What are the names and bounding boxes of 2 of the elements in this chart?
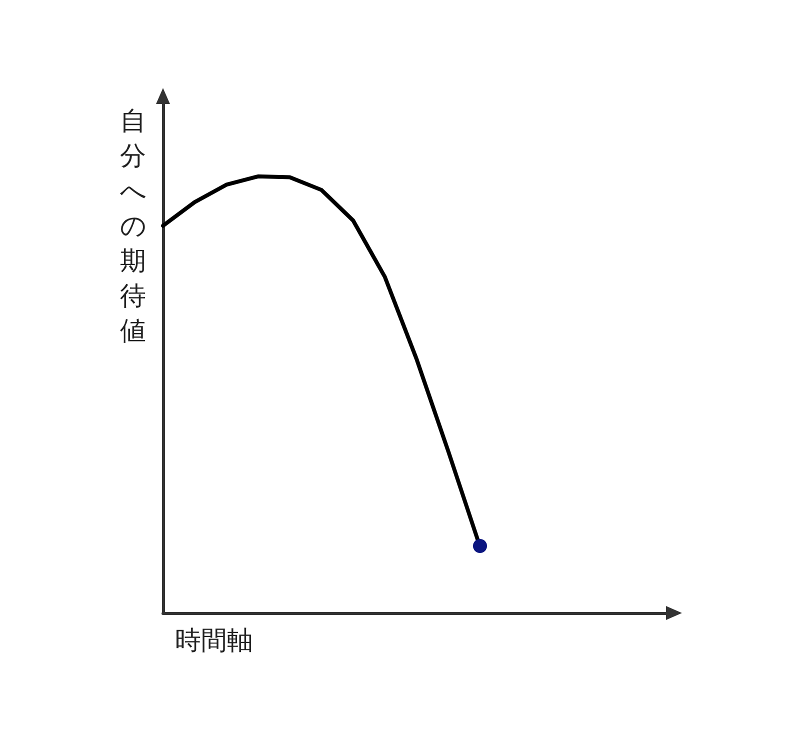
x-axis-title: 時間軸 (175, 626, 253, 656)
y-axis-title: 自分への期待値 (120, 106, 147, 346)
